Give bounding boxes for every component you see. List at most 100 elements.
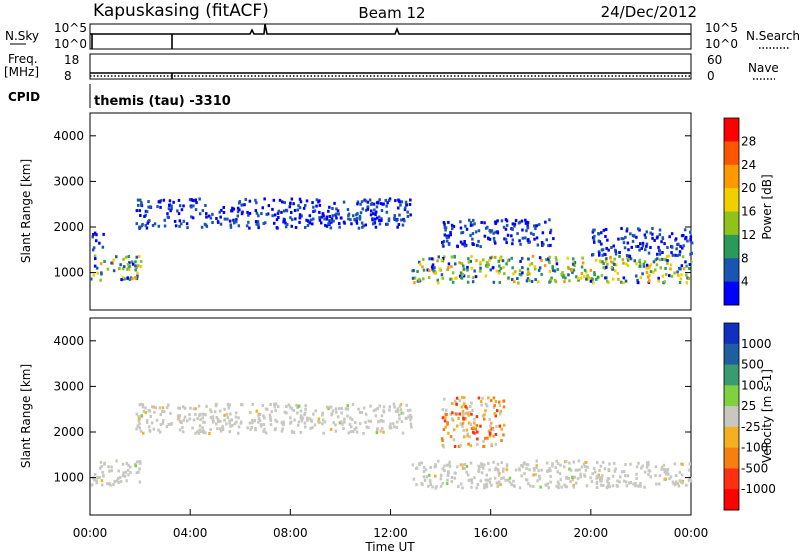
power-echo-cell (680, 273, 683, 277)
power-echo-cell (271, 207, 274, 211)
velocity-echo-cell (497, 473, 501, 477)
velocity-echo-cell (396, 420, 399, 424)
power-echo-cell (599, 259, 602, 263)
velocity-echo-cell (462, 402, 466, 406)
power-echo-cell (241, 203, 244, 207)
power-echo-cell (278, 198, 282, 202)
power-echo-cell (131, 277, 134, 281)
velocity-echo-cell (593, 467, 596, 470)
power-echo-cell (570, 268, 573, 272)
power-echo-cell (172, 200, 175, 204)
velocity-echo-cell (551, 462, 554, 466)
velocity-echo-cell (215, 422, 218, 426)
velocity-echo-cell (354, 421, 357, 424)
velocity-echo-cell (614, 467, 617, 471)
velocity-echo-cell (422, 470, 426, 473)
velocity-echo-cell (138, 460, 142, 464)
velocity-echo-cell (546, 482, 549, 486)
power-echo-cell (230, 209, 233, 213)
velocity-echo-cell (152, 427, 156, 431)
velocity-echo-cell (396, 410, 400, 414)
velocity-echo-cell (166, 406, 169, 409)
power-echo-cell (338, 222, 341, 225)
velocity-echo-cell (687, 478, 691, 482)
velocity-echo-cell (447, 463, 451, 467)
power-echo-cell (320, 215, 324, 219)
power-echo-cell (372, 212, 375, 216)
velocity-echo-cell (188, 417, 192, 421)
power-echo-cell (135, 277, 139, 281)
power-echo-cell (115, 255, 118, 259)
velocity-echo-cell (204, 431, 207, 435)
power-echo-cell (158, 200, 161, 204)
velocity-echo-cell (584, 464, 587, 468)
velocity-colorbar-frame (723, 322, 740, 511)
velocity-echo-cell (428, 473, 431, 477)
power-echo-cell (597, 239, 601, 243)
power-echo-cell (536, 280, 540, 284)
power-echo-cell (436, 278, 439, 282)
power-echo-cell (485, 226, 488, 230)
velocity-echo-cell (196, 417, 199, 421)
power-echo-cell (359, 211, 363, 215)
power-echo-cell (245, 224, 249, 228)
power-echo-cell (626, 256, 629, 260)
velocity-echo-cell (420, 461, 424, 465)
velocity-echo-cell (459, 422, 462, 426)
power-echo-cell (298, 206, 302, 210)
velocity-echo-cell (513, 484, 516, 488)
velocity-echo-cell (282, 423, 285, 427)
velocity-echo-cell (209, 416, 213, 420)
power-echo-cell (620, 227, 623, 230)
power-echo-cell (205, 224, 209, 228)
power-colorbar-swatch (724, 141, 739, 166)
power-echo-cell (445, 236, 449, 240)
power-echo-cell (128, 278, 132, 282)
power-echo-cell (240, 212, 244, 216)
velocity-echo-cell (554, 466, 557, 469)
power-echo-cell (625, 229, 629, 233)
velocity-echo-cell (393, 405, 396, 409)
power-echo-cell (386, 222, 389, 226)
velocity-echo-cell (127, 463, 130, 467)
power-echo-cell (459, 226, 463, 230)
velocity-echo-cell (485, 482, 488, 486)
velocity-echo-cell (479, 424, 482, 428)
power-echo-cell (511, 278, 514, 281)
power-echo-cell (246, 210, 249, 214)
power-echo-cell (431, 263, 435, 267)
power-echo-cell (218, 210, 221, 214)
power-echo-cell (666, 259, 669, 263)
power-echo-cell (633, 259, 636, 263)
power-echo-cell (644, 248, 647, 252)
power-echo-cell (641, 272, 644, 276)
velocity-echo-cell (600, 477, 604, 481)
power-colorbar-tick: 24 (741, 158, 756, 172)
power-echo-cell (629, 257, 633, 261)
velocity-echo-cell (350, 425, 353, 429)
power-echo-cell (635, 262, 638, 266)
power-echo-cell (91, 235, 94, 239)
velocity-echo-cell (611, 484, 615, 488)
velocity-echo-cell (362, 406, 366, 410)
velocity-echo-cell (296, 411, 299, 415)
velocity-echo-cell (640, 466, 643, 470)
power-echo-cell (454, 262, 457, 266)
power-colorbar-swatch (724, 258, 739, 283)
power-echo-cell (521, 236, 525, 240)
power-echo-cell (467, 275, 470, 278)
power-echo-cell (631, 234, 635, 237)
power-echo-cell (433, 271, 436, 275)
velocity-echo-cell (582, 462, 586, 466)
power-echo-cell (284, 225, 288, 229)
velocity-echo-cell (343, 420, 346, 424)
velocity-echo-cell (121, 462, 125, 466)
velocity-echo-cell (406, 409, 410, 412)
power-echo-cell (176, 209, 179, 213)
velocity-echo-cell (571, 478, 575, 482)
velocity-echo-cell (495, 425, 498, 428)
velocity-echo-cell (440, 437, 444, 441)
velocity-echo-cell (229, 424, 232, 428)
velocity-echo-cell (346, 407, 350, 411)
